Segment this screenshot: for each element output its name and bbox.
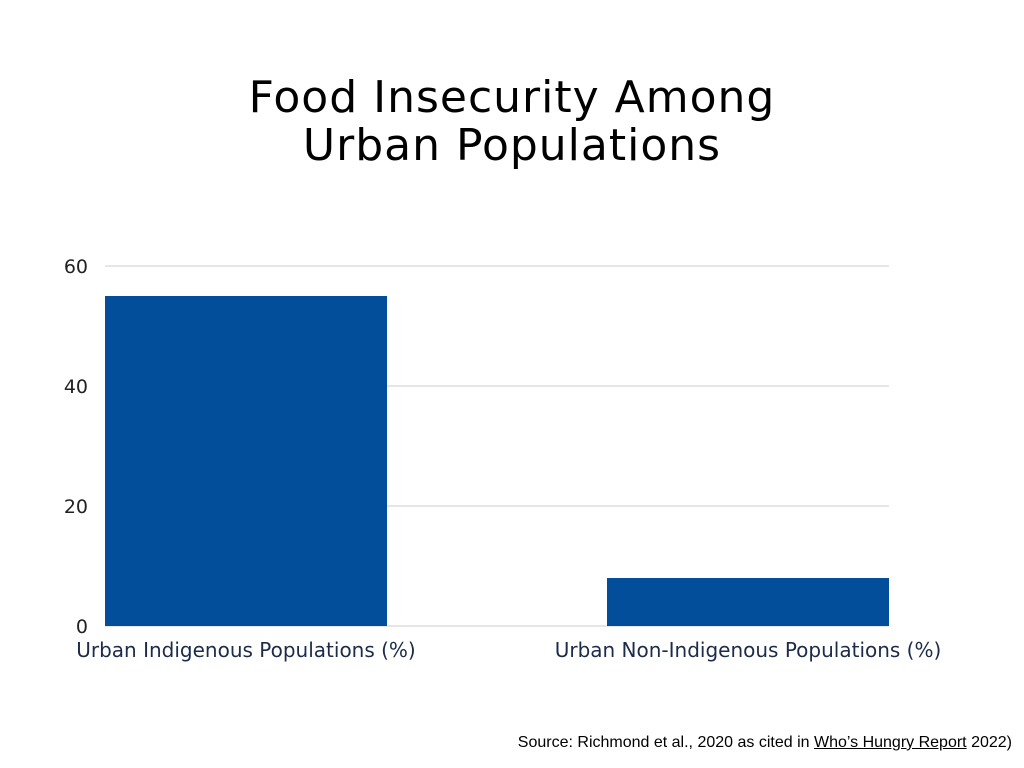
y-tick-label: 60 (64, 256, 88, 278)
x-tick-label: Urban Indigenous Populations (%) (76, 638, 416, 662)
y-tick-label: 20 (64, 496, 88, 518)
bar (105, 296, 387, 626)
y-tick-label: 40 (64, 376, 88, 398)
y-tick-label: 0 (76, 616, 88, 638)
chart-title-line-1: Food Insecurity Among (248, 72, 776, 123)
chart-title-line-2: Urban Populations (302, 120, 722, 171)
chart-title: Food Insecurity Among Urban Populations (0, 74, 1024, 170)
x-tick-label: Urban Non-Indigenous Populations (%) (555, 638, 942, 662)
source-suffix: 2022) (966, 734, 1012, 751)
source-prefix: Source: Richmond et al., 2020 as cited i… (517, 734, 814, 751)
source-report-link[interactable]: Who’s Hungry Report (813, 734, 967, 751)
source-citation: Source: Richmond et al., 2020 as cited i… (518, 734, 1012, 752)
bar (607, 578, 889, 626)
